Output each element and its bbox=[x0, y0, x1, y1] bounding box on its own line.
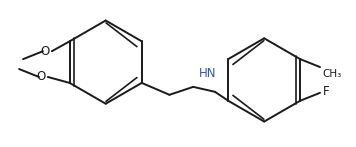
Text: O: O bbox=[41, 45, 50, 58]
Text: O: O bbox=[37, 70, 46, 83]
Text: F: F bbox=[323, 85, 330, 98]
Text: CH₃: CH₃ bbox=[322, 69, 341, 79]
Text: HN: HN bbox=[199, 66, 217, 80]
